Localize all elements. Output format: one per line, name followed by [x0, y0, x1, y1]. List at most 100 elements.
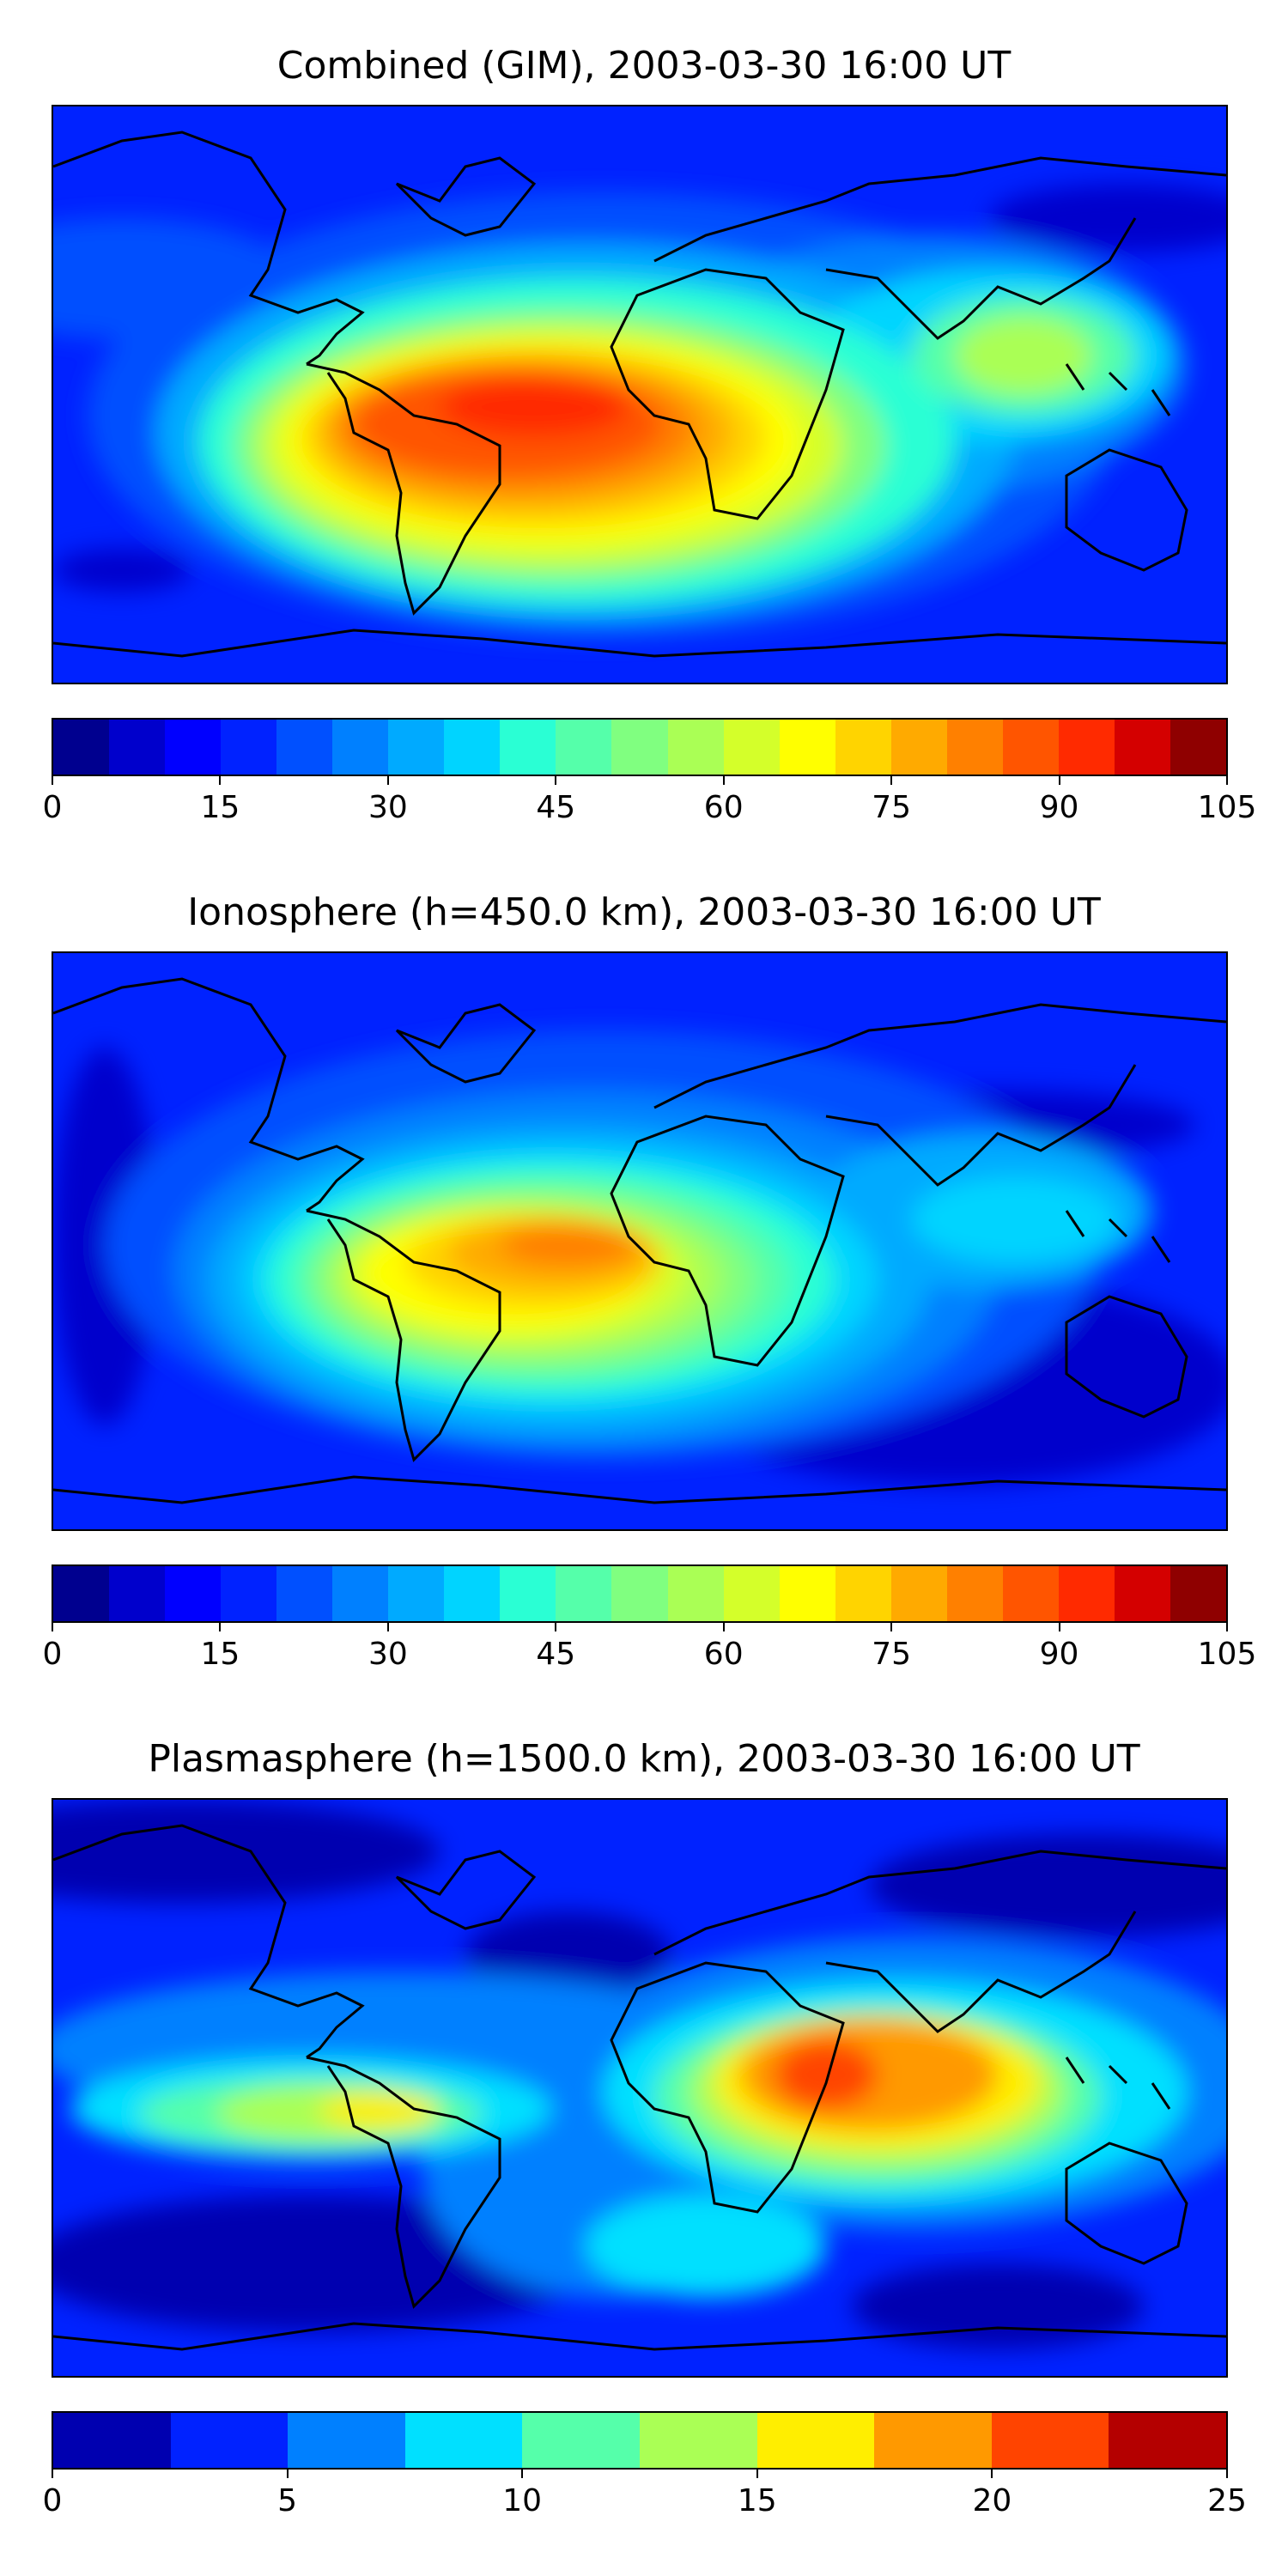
colorbar-segment [404, 2413, 523, 2468]
colorbar-tick-label: 5 [277, 2483, 298, 2518]
colorbar-segment [611, 1566, 668, 1621]
colorbar-tick-label: 15 [200, 790, 240, 825]
colorbar-segment [779, 1566, 835, 1621]
colorbar-tick-label: 105 [1197, 790, 1257, 825]
colorbar-segment [639, 2413, 757, 2468]
colorbar-tick-label: 60 [703, 790, 744, 825]
colorbar-segment [388, 720, 445, 775]
colorbar-segment [1109, 2413, 1226, 2468]
colorbar-segment [667, 720, 724, 775]
colorbar-segment [332, 720, 389, 775]
colorbar-segment [221, 1566, 277, 1621]
colorbar-segment [756, 2413, 875, 2468]
colorbar-segment [288, 2413, 405, 2468]
colorbar-tick-label: 25 [1207, 2483, 1247, 2518]
colorbar-tick-label: 20 [972, 2483, 1012, 2518]
colorbar-tick [756, 2470, 758, 2478]
colorbar-tick-label: 30 [368, 1637, 408, 1672]
colorbar-tick-label: 45 [536, 790, 576, 825]
colorbar-segment [500, 1566, 556, 1621]
panel-1-colorbar [52, 718, 1228, 776]
colorbar-tick [1226, 1623, 1228, 1631]
colorbar-tick-label: 10 [502, 2483, 543, 2518]
colorbar-tick [890, 1623, 893, 1631]
colorbar-tick [52, 2470, 53, 2478]
colorbar-segment [890, 1566, 947, 1621]
colorbar-tick [722, 1623, 725, 1631]
colorbar-tick [1226, 776, 1228, 785]
colorbar-tick-label: 90 [1039, 1637, 1079, 1672]
colorbar-segment [1058, 1566, 1115, 1621]
colorbar-tick-label: 75 [872, 1637, 912, 1672]
colorbar-segment [444, 1566, 501, 1621]
colorbar-segment [1170, 1566, 1226, 1621]
colorbar-segment [53, 720, 110, 775]
colorbar-tick-label: 75 [872, 790, 912, 825]
colorbar-segment [276, 1566, 333, 1621]
colorbar-segment [53, 1566, 110, 1621]
colorbar-tick [555, 1623, 557, 1631]
colorbar-segment [444, 720, 501, 775]
colorbar-tick-label: 15 [737, 2483, 777, 2518]
colorbar-segment [835, 1566, 891, 1621]
colorbar-segment [332, 1566, 389, 1621]
panel-2-colorbar-ticks: 0 15 30 45 60 75 90 105 [43, 1623, 1256, 1674]
colorbar-tick [52, 776, 53, 785]
colorbar-segment [779, 720, 835, 775]
colorbar-segment [991, 2413, 1109, 2468]
colorbar-tick [386, 1623, 389, 1631]
panel-1-map [52, 105, 1228, 684]
colorbar-tick [521, 2470, 524, 2478]
panel-3-tec-field [53, 1800, 1226, 2376]
colorbar-segment [522, 2413, 640, 2468]
panel-2-map [52, 951, 1228, 1531]
panel-1-colorbar-ticks: 0 15 30 45 60 75 90 105 [43, 776, 1256, 828]
panel-3-colorbar-ticks: 0 5 10 15 20 25 [43, 2470, 1247, 2521]
colorbar-tick [1226, 2470, 1228, 2478]
colorbar-segment [276, 720, 333, 775]
panel-2-title: Ionosphere (h=450.0 km), 2003-03-30 16:0… [187, 890, 1101, 934]
colorbar-segment [500, 720, 556, 775]
colorbar-tick [722, 776, 725, 785]
colorbar-segment [165, 1566, 222, 1621]
colorbar-segment [667, 1566, 724, 1621]
colorbar-segment [1058, 720, 1115, 775]
panel-2-coastlines [53, 977, 1226, 1504]
colorbar-tick [991, 2470, 993, 2478]
colorbar-segment [835, 720, 891, 775]
colorbar-tick [219, 776, 222, 785]
colorbar-tick [286, 2470, 289, 2478]
colorbar-tick [219, 1623, 222, 1631]
colorbar-tick-label: 60 [703, 1637, 744, 1672]
colorbar-segment [874, 2413, 992, 2468]
colorbar-segment [611, 720, 668, 775]
panel-3-map [52, 1798, 1228, 2378]
colorbar-segment [946, 720, 1003, 775]
colorbar-segment [109, 720, 166, 775]
colorbar-tick [1058, 776, 1060, 785]
colorbar-tick-label: 90 [1039, 790, 1079, 825]
colorbar-segment [1114, 720, 1170, 775]
colorbar-tick-label: 0 [42, 790, 63, 825]
colorbar-tick-label: 15 [200, 1637, 240, 1672]
colorbar-segment [388, 1566, 445, 1621]
colorbar-tick-label: 0 [42, 2483, 63, 2518]
colorbar-tick-label: 105 [1197, 1637, 1257, 1672]
colorbar-segment [1002, 720, 1059, 775]
colorbar-segment [165, 720, 222, 775]
colorbar-tick-label: 30 [368, 790, 408, 825]
colorbar-segment [723, 1566, 780, 1621]
colorbar-segment [556, 1566, 612, 1621]
colorbar-segment [1170, 720, 1226, 775]
colorbar-segment [221, 720, 277, 775]
panel-3-title: Plasmasphere (h=1500.0 km), 2003-03-30 1… [148, 1737, 1140, 1781]
panel-3-coastlines [53, 1824, 1226, 2351]
colorbar-tick [555, 776, 557, 785]
colorbar-tick-label: 45 [536, 1637, 576, 1672]
colorbar-segment [890, 720, 947, 775]
panel-1-title: Combined (GIM), 2003-03-30 16:00 UT [276, 44, 1012, 88]
colorbar-segment [170, 2413, 289, 2468]
panel-3-colorbar [52, 2411, 1228, 2470]
colorbar-tick [52, 1623, 53, 1631]
colorbar-tick [386, 776, 389, 785]
